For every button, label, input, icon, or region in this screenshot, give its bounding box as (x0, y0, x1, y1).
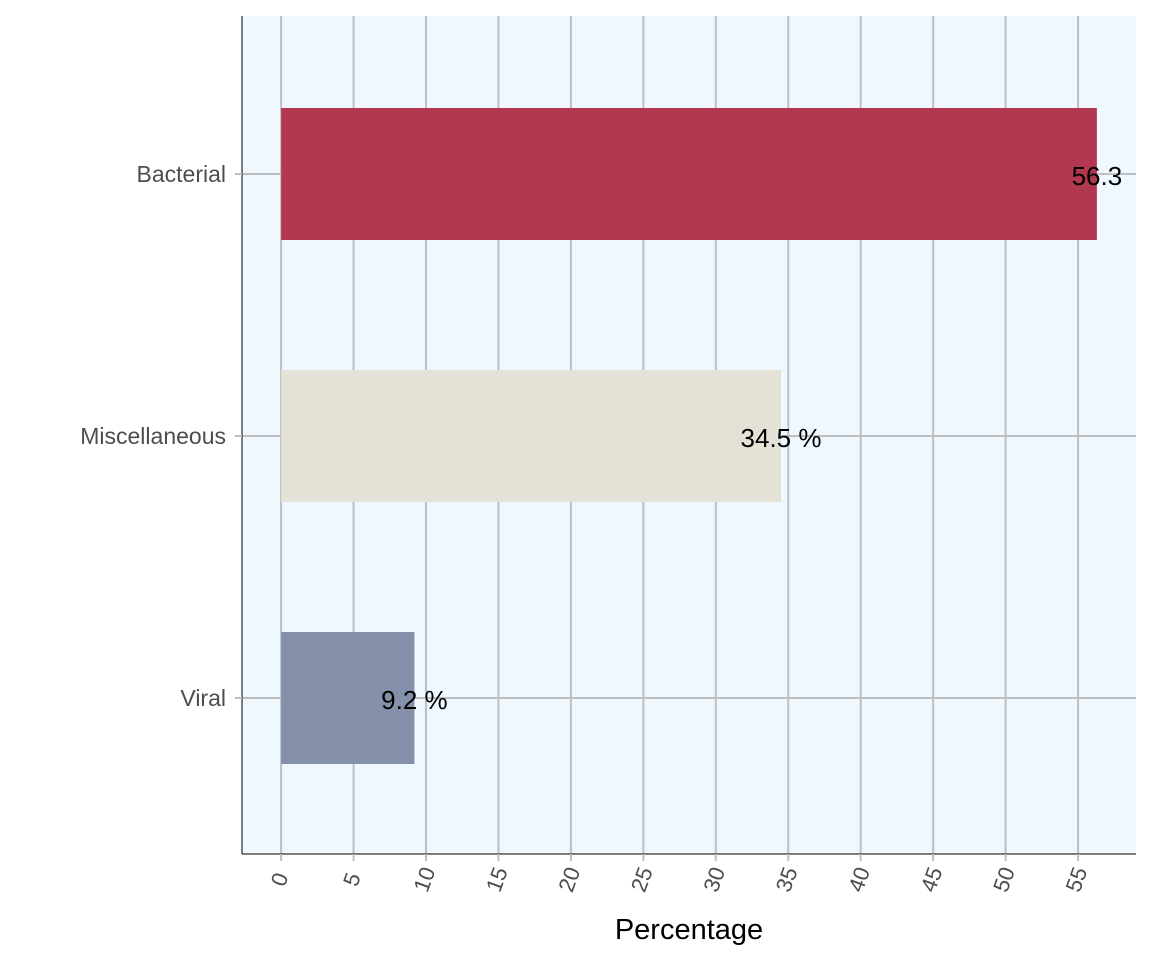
x-tick-label: 10 (408, 864, 440, 896)
x-tick-label: 20 (553, 864, 585, 896)
bars (281, 108, 1097, 764)
x-tick-label: 55 (1061, 864, 1093, 896)
bar-value-label: 56.3 (1072, 161, 1123, 191)
y-tick-label: Viral (180, 685, 226, 711)
x-tick-label: 40 (843, 864, 875, 896)
data-labels: 56.3 34.5 % 9.2 % (381, 161, 1122, 715)
bar-value-label: 34.5 % (741, 423, 822, 453)
bar (281, 108, 1097, 240)
x-tick-label: 25 (626, 864, 658, 896)
x-tick-label: 35 (771, 864, 803, 896)
x-axis-title: Percentage (615, 914, 763, 946)
x-tick-label: 30 (698, 864, 730, 896)
bar-value-label: 9.2 % (381, 685, 448, 715)
bar (281, 632, 415, 764)
x-tick-label: 45 (916, 864, 948, 896)
y-axis-ticks: Bacterial Miscellaneous Viral (80, 161, 242, 711)
bar (281, 370, 782, 502)
x-tick-label: 15 (481, 864, 513, 896)
x-tick-label: 0 (266, 869, 294, 889)
x-tick-label: 5 (338, 869, 366, 889)
x-axis-ticks: 0 5 10 15 20 25 30 35 40 45 50 55 (266, 854, 1093, 896)
y-tick-label: Bacterial (137, 161, 226, 187)
x-tick-label: 50 (988, 864, 1020, 896)
y-tick-label: Miscellaneous (80, 423, 226, 449)
